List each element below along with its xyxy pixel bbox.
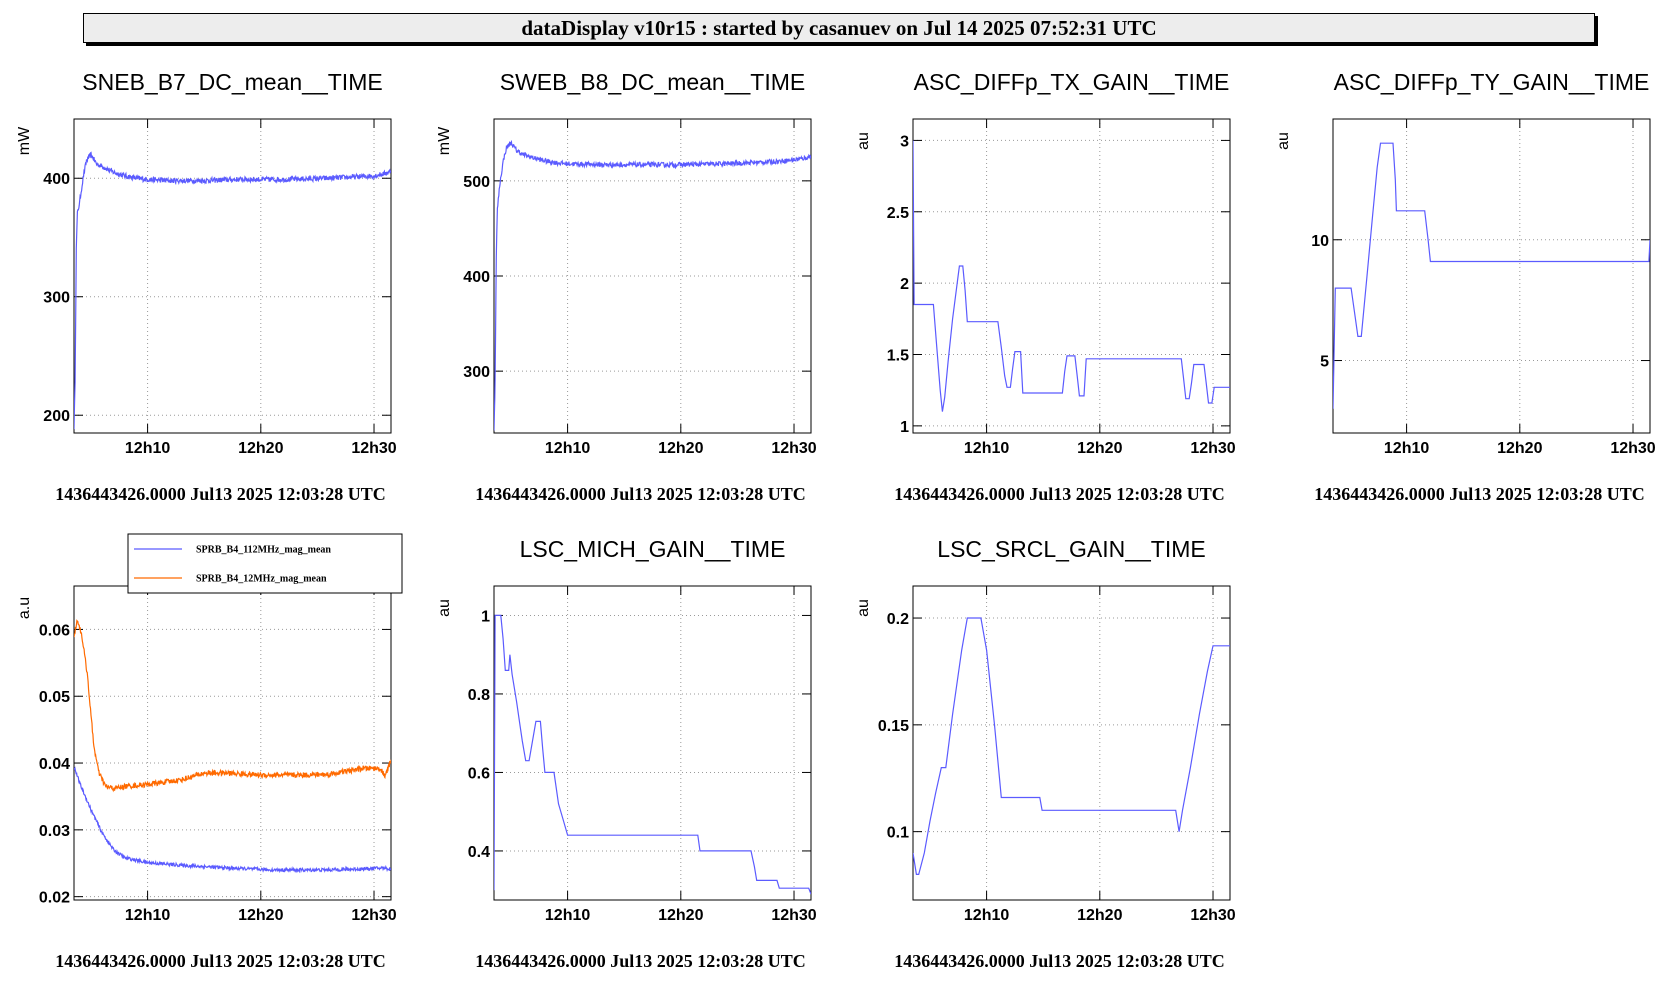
app-header-title: dataDisplay v10r15 : started by casanuev…: [521, 15, 1157, 40]
y-tick-label: 5: [1320, 354, 1329, 371]
y-tick-label: 1: [481, 608, 490, 625]
x-tick-label: 12h10: [964, 440, 1009, 457]
plot-frame: [73, 585, 392, 901]
legend-label: SPRB_B4_112MHz_mag_mean: [196, 545, 331, 556]
y-tick-label: 0.04: [39, 756, 70, 773]
y-tick-label: 300: [463, 364, 490, 381]
y-axis-label: mW: [436, 126, 453, 155]
plot-title: LSC_MICH_GAIN__TIME: [520, 536, 786, 562]
plot-frame: [912, 118, 1231, 434]
x-tick-label: 12h10: [545, 907, 590, 924]
x-tick-label: 12h30: [351, 440, 396, 457]
x-tick-label: 12h20: [658, 440, 703, 457]
x-tick-label: 12h20: [658, 907, 703, 924]
y-tick-label: 0.6: [468, 765, 490, 782]
y-tick-label: 0.8: [468, 687, 490, 704]
y-tick-label: 0.02: [39, 890, 70, 907]
x-tick-label: 12h30: [351, 907, 396, 924]
y-tick-label: 1.5: [887, 348, 909, 365]
x-tick-label: 12h30: [771, 440, 816, 457]
x-tick-label: 12h10: [964, 907, 1009, 924]
x-tick-label: 12h30: [1190, 907, 1235, 924]
plot-panel-7: LSC_SRCL_GAIN__TIME 12h10 12h20 12h30 0.1 0.1…: [855, 536, 1236, 971]
plot-frame: [73, 118, 392, 434]
y-axis-label: au: [855, 599, 872, 617]
series-line-1: [494, 614, 811, 895]
y-tick-label: 2: [900, 276, 909, 293]
y-tick-label: 2.5: [887, 205, 909, 222]
y-tick-label: 0.06: [39, 622, 70, 639]
plot-title: LSC_SRCL_GAIN__TIME: [937, 536, 1205, 562]
plot-panel-5: 12h10 12h20 12h30 0.02 0.03 0.04 0.05 0.06 a.u SP…: [16, 533, 403, 971]
plot-footer-timestamp: 1436443426.0000 Jul13 2025 12:03:28 UTC: [894, 951, 1225, 971]
x-tick-label: 12h20: [1497, 440, 1542, 457]
plot-title: ASC_DIFFp_TX_GAIN__TIME: [914, 69, 1230, 95]
x-tick-label: 12h30: [1190, 440, 1235, 457]
y-tick-label: 3: [900, 133, 909, 150]
y-tick-label: 200: [43, 408, 70, 425]
plot-title: ASC_DIFFp_TY_GAIN__TIME: [1334, 69, 1650, 95]
legend-label: SPRB_B4_12MHz_mag_mean: [196, 574, 327, 585]
y-tick-label: 400: [43, 171, 70, 188]
plot-footer-timestamp: 1436443426.0000 Jul13 2025 12:03:28 UTC: [55, 951, 386, 971]
x-tick-label: 12h10: [125, 440, 170, 457]
plot-footer-timestamp: 1436443426.0000 Jul13 2025 12:03:28 UTC: [1314, 484, 1645, 504]
y-axis-label: a.u: [16, 597, 33, 619]
plot-panel-4: ASC_DIFFp_TY_GAIN__TIME 12h10 12h20 12h30 5 1…: [1275, 69, 1656, 504]
x-tick-label: 12h20: [238, 440, 283, 457]
app-header: dataDisplay v10r15 : started by casanuev…: [83, 13, 1595, 43]
plot-frame: [1332, 118, 1651, 434]
legend-box: [127, 533, 403, 594]
series-line-1: [74, 766, 391, 874]
plot-footer-timestamp: 1436443426.0000 Jul13 2025 12:03:28 UTC: [894, 484, 1225, 504]
y-axis-label: mW: [16, 126, 33, 155]
y-tick-label: 0.2: [887, 611, 909, 628]
x-tick-label: 12h20: [238, 907, 283, 924]
series-line-1: [913, 140, 1230, 412]
series-line-2: [74, 619, 391, 793]
x-tick-label: 12h20: [1077, 907, 1122, 924]
plot-frame: [493, 118, 812, 434]
x-tick-label: 12h30: [1610, 440, 1655, 457]
series-line-1: [913, 617, 1230, 876]
x-tick-label: 12h30: [771, 907, 816, 924]
plot-frame: [493, 585, 812, 901]
plot-panel-6: LSC_MICH_GAIN__TIME 12h10 12h20 12h30 0.4 0.6…: [436, 536, 817, 971]
y-tick-label: 0.03: [39, 823, 70, 840]
y-tick-label: 400: [463, 269, 490, 286]
plot-footer-timestamp: 1436443426.0000 Jul13 2025 12:03:28 UTC: [475, 951, 806, 971]
y-tick-label: 0.05: [39, 689, 70, 706]
x-tick-label: 12h10: [545, 440, 590, 457]
series-line-1: [494, 139, 811, 431]
x-tick-label: 12h10: [125, 907, 170, 924]
y-axis-label: au: [855, 132, 872, 150]
plot-panel-3: ASC_DIFFp_TX_GAIN__TIME 12h10 12h20 12h30 1 1…: [855, 69, 1236, 504]
series-line-1: [1333, 142, 1650, 409]
y-tick-label: 0.4: [468, 844, 490, 861]
plot-panel-1: SNEB_B7_DC_mean__TIME 12h10 12h20 12h30 200 3…: [16, 69, 397, 504]
plot-title: SWEB_B8_DC_mean__TIME: [500, 69, 806, 95]
y-tick-label: 0.1: [887, 825, 909, 842]
y-axis-label: au: [436, 599, 453, 617]
y-tick-label: 300: [43, 290, 70, 307]
plot-footer-timestamp: 1436443426.0000 Jul13 2025 12:03:28 UTC: [55, 484, 386, 504]
y-tick-label: 1: [900, 419, 909, 436]
series-line-1: [74, 151, 391, 430]
y-axis-label: au: [1275, 132, 1292, 150]
plot-panel-2: SWEB_B8_DC_mean__TIME 12h10 12h20 12h30 300 4…: [436, 69, 817, 504]
plot-footer-timestamp: 1436443426.0000 Jul13 2025 12:03:28 UTC: [475, 484, 806, 504]
y-tick-label: 10: [1311, 233, 1329, 250]
x-tick-label: 12h10: [1384, 440, 1429, 457]
plot-title: SNEB_B7_DC_mean__TIME: [82, 69, 382, 95]
y-tick-label: 500: [463, 174, 490, 191]
plot-frame: [912, 585, 1231, 901]
x-tick-label: 12h20: [1077, 440, 1122, 457]
y-tick-label: 0.15: [878, 718, 909, 735]
